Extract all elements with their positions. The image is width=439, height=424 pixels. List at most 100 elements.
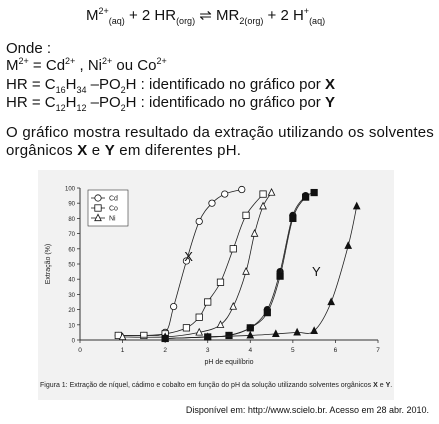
hr-label-y: Y <box>324 94 335 111</box>
eq-reagent: + 2 HR <box>128 7 177 24</box>
reaction-equation: M2+(aq) + 2 HR(org) ⇌ MR2(org) + 2 H+(aq… <box>86 6 325 26</box>
point-co-y <box>263 309 271 317</box>
point-ni-x <box>229 301 238 310</box>
eq-metal-phase: (aq) <box>108 16 125 26</box>
y-tick-label: 70 <box>68 232 75 238</box>
para-x: X <box>77 142 88 159</box>
y-tick-label: 20 <box>68 308 75 314</box>
eq-proton-charge: + <box>303 6 310 16</box>
hr-sub-o: 2 <box>120 85 126 95</box>
y-tick-label: 90 <box>68 202 75 208</box>
point-cd-x <box>221 190 229 198</box>
metal-cd: = Cd <box>28 57 66 74</box>
group-label-y: Y <box>312 264 321 279</box>
point-co-y <box>276 272 284 280</box>
source-citation: Disponível em: http://www.scielo.br. Ace… <box>185 405 429 415</box>
para-y: Y <box>104 142 115 159</box>
y-tick-label: 80 <box>68 217 75 223</box>
legend-label-co: Co <box>109 206 118 213</box>
hr-end: H : identificado no gráfico por <box>125 76 325 93</box>
intro-paragraph: O gráfico mostra resultado da extração u… <box>6 124 434 160</box>
x-tick-label: 5 <box>291 347 295 354</box>
point-ni-y <box>161 333 169 342</box>
hr-end: H : identificado no gráfico por <box>125 94 325 111</box>
point-co-y <box>225 331 233 340</box>
caption-end: . <box>390 382 393 389</box>
y-tick-label: 0 <box>72 339 76 345</box>
point-ni-x <box>250 229 259 237</box>
para-text-2: em diferentes pH. <box>114 142 242 159</box>
eq-reagent-phase: (org) <box>176 16 196 26</box>
y-tick-label: 100 <box>65 187 76 193</box>
legend-marker-ni <box>94 213 102 222</box>
metals-line: M2+ = Cd2+ , Ni2+ ou Co2+ <box>6 56 167 75</box>
point-cd-x <box>208 199 216 207</box>
metal-charge: 2+ <box>18 56 29 66</box>
x-axis-label: pH de equilíbrio <box>204 359 253 366</box>
x-tick-label: 1 <box>121 347 125 354</box>
point-co-x <box>182 324 191 332</box>
caption-e: e <box>377 382 386 389</box>
point-ni-x <box>242 267 250 275</box>
point-co-x <box>216 278 225 286</box>
x-tick-label: 6 <box>334 347 338 354</box>
figure-panel: 0 10 20 30 40 50 60 70 80 90 100 0 1 2 3 4 5 6 7 pH de equi… <box>38 170 394 400</box>
point-ni-x <box>216 320 225 328</box>
point-co-x <box>259 190 267 198</box>
point-ni-y <box>344 241 353 249</box>
x-tick-label: 0 <box>78 347 82 354</box>
metal-co: ou Co <box>112 57 157 74</box>
point-cd-x <box>238 185 246 194</box>
hr-sub-c: 16 <box>55 85 66 95</box>
hr-sub-h: 34 <box>76 85 87 95</box>
figure-caption: Figura 1: Extração de níquel, cádimo e c… <box>40 382 400 390</box>
hr-pre: HR = C <box>6 76 56 93</box>
eq-proton: + 2 H <box>267 7 304 24</box>
series-line-cd-y <box>165 195 306 339</box>
point-co-x <box>140 331 148 340</box>
legend-marker-cd <box>94 194 102 202</box>
para-e: e <box>87 142 105 159</box>
group-label-x: X <box>184 249 193 264</box>
point-ni-x <box>195 327 204 336</box>
eq-product: MR <box>216 7 240 24</box>
point-ni-y <box>352 201 361 210</box>
point-co-x <box>195 313 203 321</box>
point-co-y <box>289 214 297 223</box>
x-tick-label: 4 <box>248 347 252 354</box>
cd-charge: 2+ <box>65 56 76 66</box>
point-cd-x <box>182 257 191 265</box>
y-tick-label: 40 <box>68 278 75 284</box>
point-ni-y <box>327 297 336 306</box>
hr-po: –PO <box>86 76 121 93</box>
hr-h: H <box>65 76 77 93</box>
hr-line-x: HR = C16H34 –PO2H : identificado no gráf… <box>6 76 335 95</box>
y-tick-label: 60 <box>68 247 75 253</box>
x-tick-label: 3 <box>206 347 210 354</box>
y-tick-label: 10 <box>68 323 75 329</box>
x-tick-label: 2 <box>163 347 167 354</box>
hr-pre: HR = C <box>6 94 56 111</box>
hr-line-y: HR = C12H12 –PO2H : identificado no gráf… <box>6 94 335 113</box>
metal-symbol: M <box>6 57 19 74</box>
hr-po: –PO <box>86 94 121 111</box>
para-text-1: O gráfico mostra resultado da extração u… <box>6 124 434 159</box>
point-co-x <box>204 298 212 306</box>
point-co-x <box>242 211 250 219</box>
hr-h: H <box>65 94 77 111</box>
legend-label-ni: Ni <box>109 216 116 223</box>
series-line-cd-x <box>118 189 242 337</box>
y-axis-label: Extração (%) <box>45 244 52 284</box>
hr-sub-c: 12 <box>55 103 66 113</box>
ni-charge: 2+ <box>101 56 113 66</box>
caption-y: Y <box>385 382 391 389</box>
point-ni-y <box>293 327 301 336</box>
point-ni-x <box>267 187 276 196</box>
point-co-y <box>246 324 254 332</box>
legend-label-cd: Cd <box>109 196 118 203</box>
point-ni-y <box>310 326 318 334</box>
metal-ni: , Ni <box>75 57 102 74</box>
eq-metal-charge: 2+ <box>98 6 109 16</box>
onde-label: Onde : <box>6 40 52 57</box>
point-cd-x <box>170 302 178 311</box>
